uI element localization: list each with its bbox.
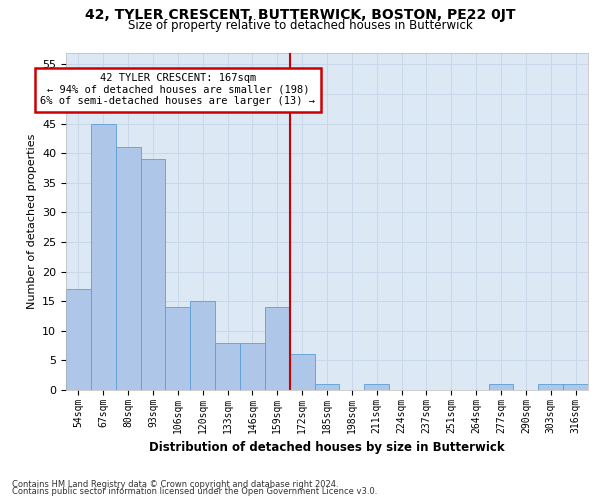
Y-axis label: Number of detached properties: Number of detached properties [26, 134, 37, 309]
Bar [538, 384, 563, 390]
Bar [488, 384, 514, 390]
Bar [190, 301, 215, 390]
Bar [563, 384, 588, 390]
Bar [240, 342, 265, 390]
Bar [166, 307, 190, 390]
Bar [364, 384, 389, 390]
Bar [314, 384, 340, 390]
Bar [91, 124, 116, 390]
Bar [290, 354, 314, 390]
Bar [265, 307, 290, 390]
Text: 42 TYLER CRESCENT: 167sqm
← 94% of detached houses are smaller (198)
6% of semi-: 42 TYLER CRESCENT: 167sqm ← 94% of detac… [40, 73, 316, 106]
Text: Size of property relative to detached houses in Butterwick: Size of property relative to detached ho… [128, 18, 472, 32]
Bar [215, 342, 240, 390]
Text: 42, TYLER CRESCENT, BUTTERWICK, BOSTON, PE22 0JT: 42, TYLER CRESCENT, BUTTERWICK, BOSTON, … [85, 8, 515, 22]
Bar [140, 159, 166, 390]
Bar [116, 147, 140, 390]
X-axis label: Distribution of detached houses by size in Butterwick: Distribution of detached houses by size … [149, 441, 505, 454]
Bar [66, 290, 91, 390]
Text: Contains HM Land Registry data © Crown copyright and database right 2024.: Contains HM Land Registry data © Crown c… [12, 480, 338, 489]
Text: Contains public sector information licensed under the Open Government Licence v3: Contains public sector information licen… [12, 487, 377, 496]
